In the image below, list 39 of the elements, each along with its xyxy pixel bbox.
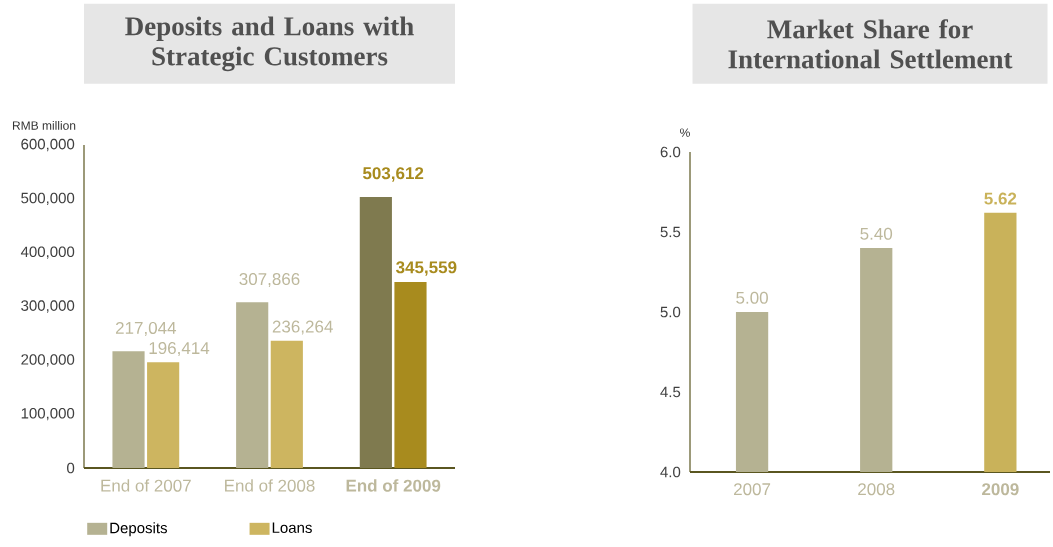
x-tick-label: End of 2007: [101, 479, 191, 492]
data-label: 236,264: [272, 320, 333, 335]
y-tick-label: 300,000: [21, 300, 75, 313]
data-label: 196,414: [149, 342, 210, 357]
bar: [147, 362, 180, 468]
data-label: 5.00: [736, 291, 768, 304]
x-tick-label: 2008: [858, 483, 895, 496]
y-tick-label: 4.0: [660, 466, 681, 478]
y-tick-label: 5.5: [660, 226, 681, 238]
bar: [359, 196, 392, 468]
y-tick-label: 200,000: [21, 354, 75, 367]
y-tick-label: 400,000: [20, 246, 75, 259]
data-label: 217,044: [115, 321, 177, 336]
legend-label: Deposits: [110, 522, 167, 537]
data-label: 5.62: [984, 192, 1017, 205]
bar: [270, 340, 303, 468]
data-label: 5.40: [860, 227, 893, 240]
legend-label: Loans: [272, 522, 312, 533]
x-tick-label: 2009: [982, 483, 1019, 496]
y-tick-label: 500,000: [21, 192, 75, 206]
chart-title: Market Share for International Settlement: [728, 19, 1013, 69]
y-tick-label: 6.0: [660, 146, 681, 158]
y-tick-label: 5.0: [660, 306, 681, 318]
y-tick-label: 600,000: [21, 138, 75, 152]
y-tick-label: 4.5: [660, 386, 681, 398]
x-tick-label: End of 2008: [225, 479, 315, 492]
y-axis-title: %: [680, 128, 690, 137]
y-axis-title: RMB million: [12, 121, 76, 130]
y-tick-label: 0: [67, 462, 75, 474]
chart-title: Deposits and Loans with Strategic Customers: [125, 16, 414, 72]
data-label: 307,866: [239, 273, 300, 288]
data-label: 345,559: [396, 261, 457, 276]
bar: [236, 302, 269, 468]
bar: [394, 281, 427, 468]
x-tick-label: 2007: [734, 483, 771, 496]
bar: [112, 351, 145, 468]
data-label: 503,612: [362, 167, 424, 182]
y-tick-label: 100,000: [21, 407, 75, 421]
x-tick-label: End of 2009: [346, 479, 441, 492]
